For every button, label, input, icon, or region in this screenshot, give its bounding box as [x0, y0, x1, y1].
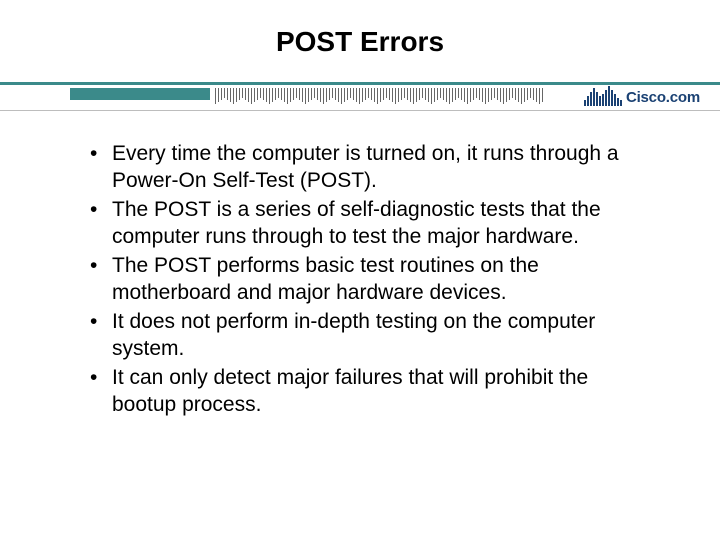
list-item-text: The POST performs basic test routines on… — [112, 254, 539, 304]
cisco-logo-text: Cisco.com — [626, 89, 700, 106]
divider-ticks — [215, 88, 580, 104]
content-area: • Every time the computer is turned on, i… — [90, 140, 650, 420]
page-title: POST Errors — [0, 0, 720, 58]
cisco-logo: Cisco.com — [584, 86, 700, 106]
bullet-icon: • — [90, 196, 97, 223]
thin-separator — [0, 110, 720, 111]
list-item: • The POST performs basic test routines o… — [90, 252, 650, 306]
divider-line — [0, 82, 720, 85]
bullet-icon: • — [90, 308, 97, 335]
bullet-icon: • — [90, 140, 97, 167]
divider-bar — [70, 88, 210, 100]
list-item: • The POST is a series of self-diagnostic… — [90, 196, 650, 250]
bullet-icon: • — [90, 252, 97, 279]
list-item-text: It can only detect major failures that w… — [112, 366, 588, 416]
slide: POST Errors Cisco.com • Every time the co… — [0, 0, 720, 540]
bullet-icon: • — [90, 364, 97, 391]
list-item-text: Every time the computer is turned on, it… — [112, 142, 619, 192]
list-item-text: It does not perform in-depth testing on … — [112, 310, 595, 360]
list-item: • Every time the computer is turned on, i… — [90, 140, 650, 194]
list-item-text: The POST is a series of self-diagnostic … — [112, 198, 601, 248]
cisco-logo-bars-icon — [584, 86, 622, 106]
list-item: • It does not perform in-depth testing on… — [90, 308, 650, 362]
title-text: POST Errors — [276, 26, 444, 57]
bullet-list: • Every time the computer is turned on, i… — [90, 140, 650, 418]
list-item: • It can only detect major failures that … — [90, 364, 650, 418]
